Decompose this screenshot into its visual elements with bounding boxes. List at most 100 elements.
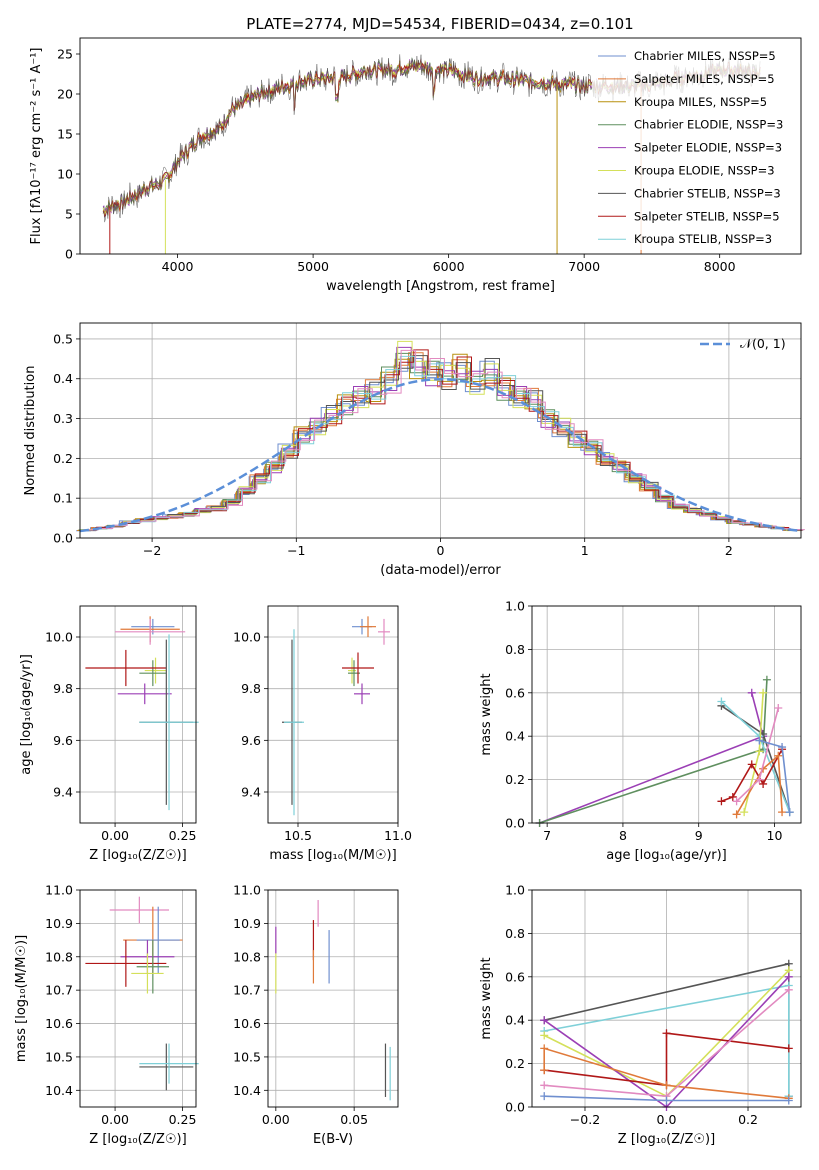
gaussian-curve	[79, 377, 802, 533]
legend-label: Kroupa STELIB, NSSP=3	[634, 232, 772, 246]
legend-label: Chabrier MILES, NSSP=5	[634, 49, 776, 63]
x-tick-label: 0	[437, 543, 445, 558]
x-axis-label: age [log₁₀(age/yr)]	[606, 848, 727, 863]
x-tick-label: 8000	[704, 259, 736, 274]
y-tick-label: 0	[65, 247, 73, 262]
y-tick-label: 0.6	[505, 685, 525, 700]
mass-weight-marker	[747, 688, 756, 697]
x-tick-label: 1	[581, 543, 589, 558]
y-tick-label: 10.5	[45, 1049, 73, 1064]
y-tick-label: 20	[57, 87, 73, 102]
y-tick-label: 10.6	[45, 1016, 73, 1031]
mass-weight-marker	[662, 1029, 671, 1038]
y-tick-label: 10	[57, 167, 73, 182]
legend-label: Chabrier STELIB, NSSP=3	[634, 186, 781, 200]
mass-weight-line	[543, 1047, 789, 1100]
mass-vs-metallicity-panel: 0.00 0.25 10.4 10.5 10.6 10.7 10.8 10.9 11.0 Z [l…	[14, 883, 199, 1147]
y-tick-label: 10.0	[233, 630, 261, 645]
y-axis-label: mass weight	[479, 957, 494, 1039]
y-tick-label: 0.6	[505, 969, 525, 984]
y-tick-label: 10.9	[233, 916, 261, 931]
mass-weight-marker	[717, 797, 726, 806]
y-tick-label: 0.8	[505, 926, 525, 941]
mass-weight-marker	[540, 1031, 549, 1040]
mass-weight-marker	[755, 775, 764, 784]
mass-weight-marker	[732, 797, 741, 806]
x-tick-label: 6000	[433, 259, 465, 274]
mass-weight-marker	[774, 751, 783, 760]
mass-weight-line	[721, 748, 783, 803]
mass-weight-marker	[732, 810, 741, 819]
legend-label: Chabrier ELODIE, NSSP=3	[634, 118, 783, 132]
axes-frame	[79, 37, 802, 255]
mass-weight-marker	[717, 697, 726, 706]
y-tick-label: 1.0	[505, 599, 525, 614]
x-axis-label: (data-model)/error	[380, 563, 501, 578]
y-tick-label: 0.3	[53, 411, 73, 426]
histogram-step-salpeter_stelib	[82, 349, 804, 531]
x-tick-label: 11.0	[384, 828, 412, 843]
spectrum-panel: 4000 5000 6000 7000 8000 0 5 10 15 20 25 wavelength…	[29, 37, 802, 294]
y-axis-label: age [log₁₀(age/yr)]	[19, 654, 34, 775]
mass-weight-marker	[540, 1016, 549, 1025]
x-tick-label: 9	[695, 828, 703, 843]
mass-weight-marker	[784, 1096, 793, 1105]
axes-frame	[531, 605, 802, 824]
x-tick-label: 7	[543, 828, 551, 843]
y-tick-label: 0.0	[53, 531, 73, 546]
mass-weight-marker	[662, 1081, 671, 1090]
y-tick-label: 10.8	[233, 949, 261, 964]
x-axis-label: Z [log₁₀(Z/Z☉)]	[618, 1132, 715, 1147]
axes-frame	[267, 605, 399, 824]
y-axis-label: mass weight	[479, 673, 494, 755]
mass-weight-marker	[728, 792, 737, 801]
x-axis-label: mass [log₁₀(M/M☉)]	[269, 848, 396, 863]
y-tick-label: 10.7	[45, 983, 73, 998]
x-tick-label: 0.00	[101, 1112, 129, 1127]
y-tick-label: 0.4	[505, 1013, 525, 1028]
y-tick-label: 10.5	[233, 1049, 261, 1064]
x-tick-label: 7000	[568, 259, 600, 274]
mass-weight-marker	[762, 675, 771, 684]
legend-label: Salpeter MILES, NSSP=5	[634, 72, 775, 86]
x-tick-label: 0.05	[340, 1112, 368, 1127]
y-tick-label: 9.8	[53, 681, 73, 696]
legend-label: Kroupa ELODIE, NSSP=3	[634, 164, 775, 178]
mass-weight-line	[539, 692, 765, 824]
x-axis-label: Z [log₁₀(Z/Z☉)]	[89, 848, 186, 863]
mass-weight-marker	[747, 760, 756, 769]
mass-weight-line	[720, 700, 791, 813]
histogram-step-kroupa_elodie	[80, 340, 802, 532]
y-tick-label: 0.0	[505, 816, 525, 831]
y-tick-label: 10.8	[45, 949, 73, 964]
mass-vs-ebv-panel: 0.00 0.05 10.4 10.5 10.6 10.7 10.8 10.9 11.0 E(B-…	[233, 883, 399, 1147]
y-tick-label: 9.4	[241, 785, 261, 800]
x-tick-label: 0.0	[657, 1112, 677, 1127]
legend-label: Salpeter STELIB, NSSP=5	[634, 209, 780, 223]
y-tick-label: 0.2	[53, 451, 73, 466]
x-tick-label: −1	[287, 543, 305, 558]
mass-weight-marker	[759, 779, 768, 788]
y-tick-label: 11.0	[233, 883, 261, 898]
x-tick-label: 10.5	[284, 828, 312, 843]
y-tick-label: 0.5	[53, 331, 73, 346]
x-tick-label: −2	[143, 543, 161, 558]
legend-label: 𝒩(0, 1)	[740, 336, 786, 351]
y-tick-label: 9.4	[53, 785, 73, 800]
mass-weight-marker	[662, 1096, 671, 1105]
mass-weight-marker	[778, 743, 787, 752]
y-tick-label: 0.2	[505, 772, 525, 787]
mass-weight-line	[735, 754, 783, 815]
mass-weight-marker	[759, 688, 768, 697]
y-tick-label: 10.4	[45, 1083, 73, 1098]
histogram-step-pink	[83, 349, 805, 531]
mass-weight-marker	[740, 808, 749, 817]
y-tick-label: 10.4	[233, 1083, 261, 1098]
x-tick-label: 5000	[297, 259, 329, 274]
y-tick-label: 9.8	[241, 681, 261, 696]
mass-weight-line	[544, 1032, 789, 1087]
mass-weight-marker	[784, 1044, 793, 1053]
x-tick-label: 4000	[162, 259, 194, 274]
mass-weight-marker	[540, 1044, 549, 1053]
